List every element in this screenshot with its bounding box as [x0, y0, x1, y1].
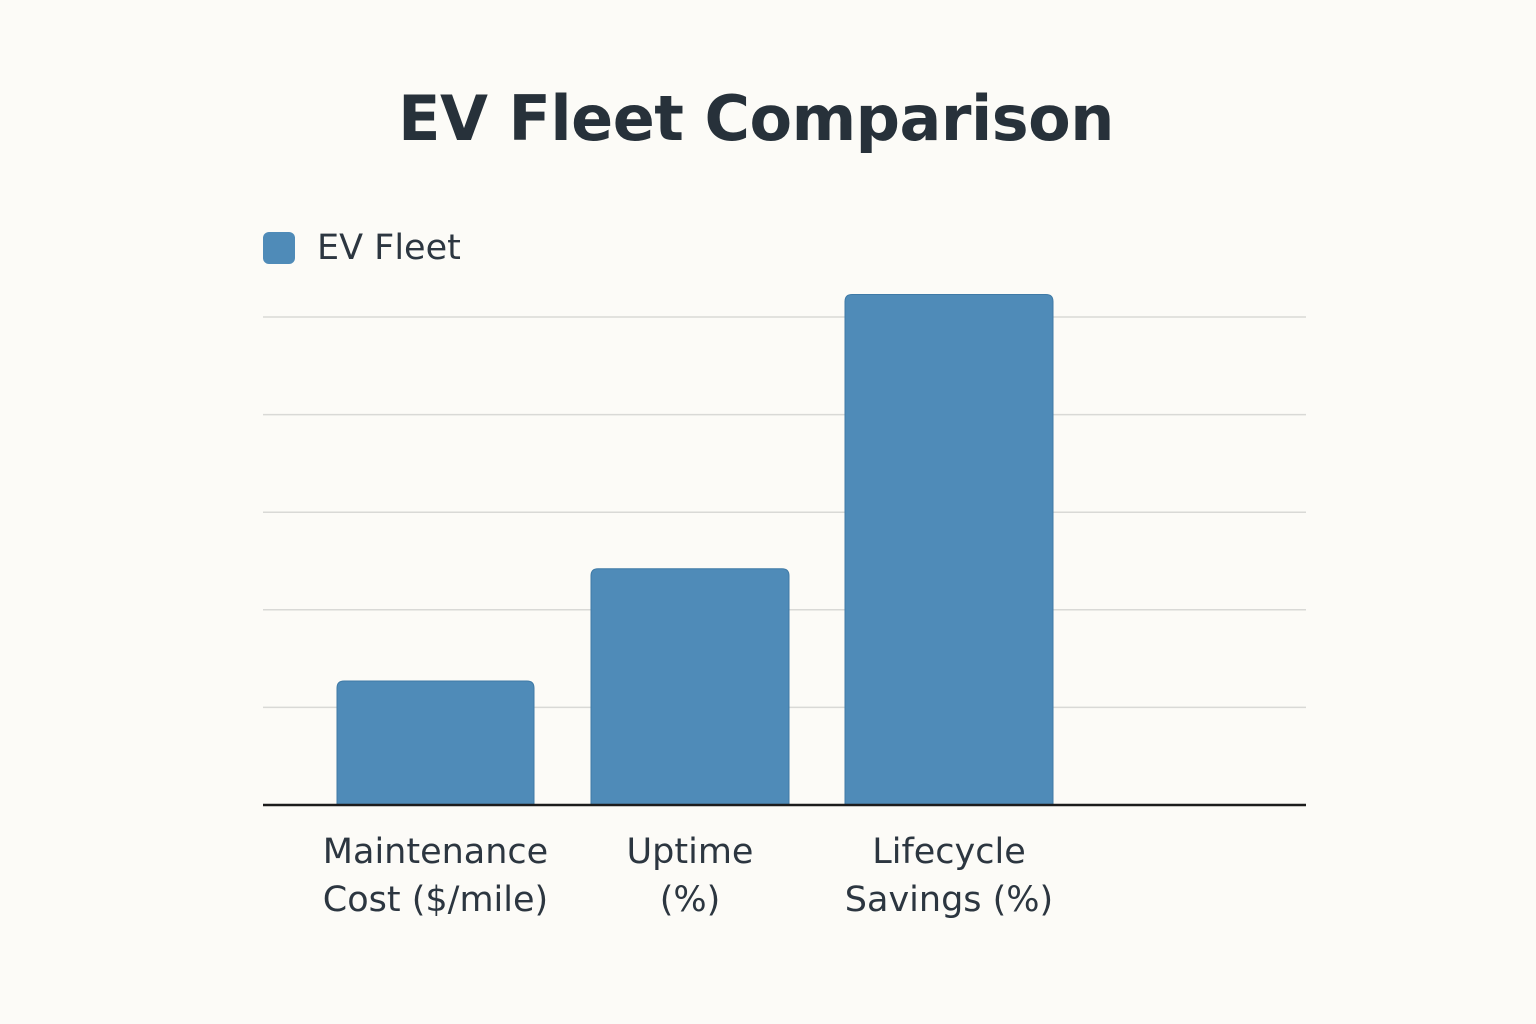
category-label-2: Uptime (%) — [627, 832, 754, 920]
category-label-2-line-2: (%) — [660, 880, 721, 920]
category-label-3-line-1: Lifecycle — [872, 832, 1026, 872]
category-label-1-line-1: Maintenance — [323, 832, 548, 872]
category-label-1: Maintenance Cost ($/mile) — [323, 832, 548, 920]
category-label-3-line-2: Savings (%) — [845, 880, 1053, 920]
bars — [336, 294, 1054, 806]
chart-title: EV Fleet Comparison — [398, 82, 1114, 155]
category-label-1-line-2: Cost ($/mile) — [323, 880, 548, 920]
legend-swatch-ev-fleet — [263, 232, 295, 264]
bar-2 — [590, 568, 790, 806]
legend: EV Fleet — [263, 228, 461, 268]
bar-1 — [336, 680, 535, 806]
gridlines — [263, 316, 1306, 709]
category-label-2-line-1: Uptime — [627, 832, 754, 872]
category-label-3: Lifecycle Savings (%) — [845, 832, 1053, 920]
legend-label-ev-fleet: EV Fleet — [317, 228, 461, 268]
category-labels: Maintenance Cost ($/mile) Uptime (%) Lifecyc… — [323, 832, 1053, 920]
bar-3 — [844, 294, 1054, 806]
